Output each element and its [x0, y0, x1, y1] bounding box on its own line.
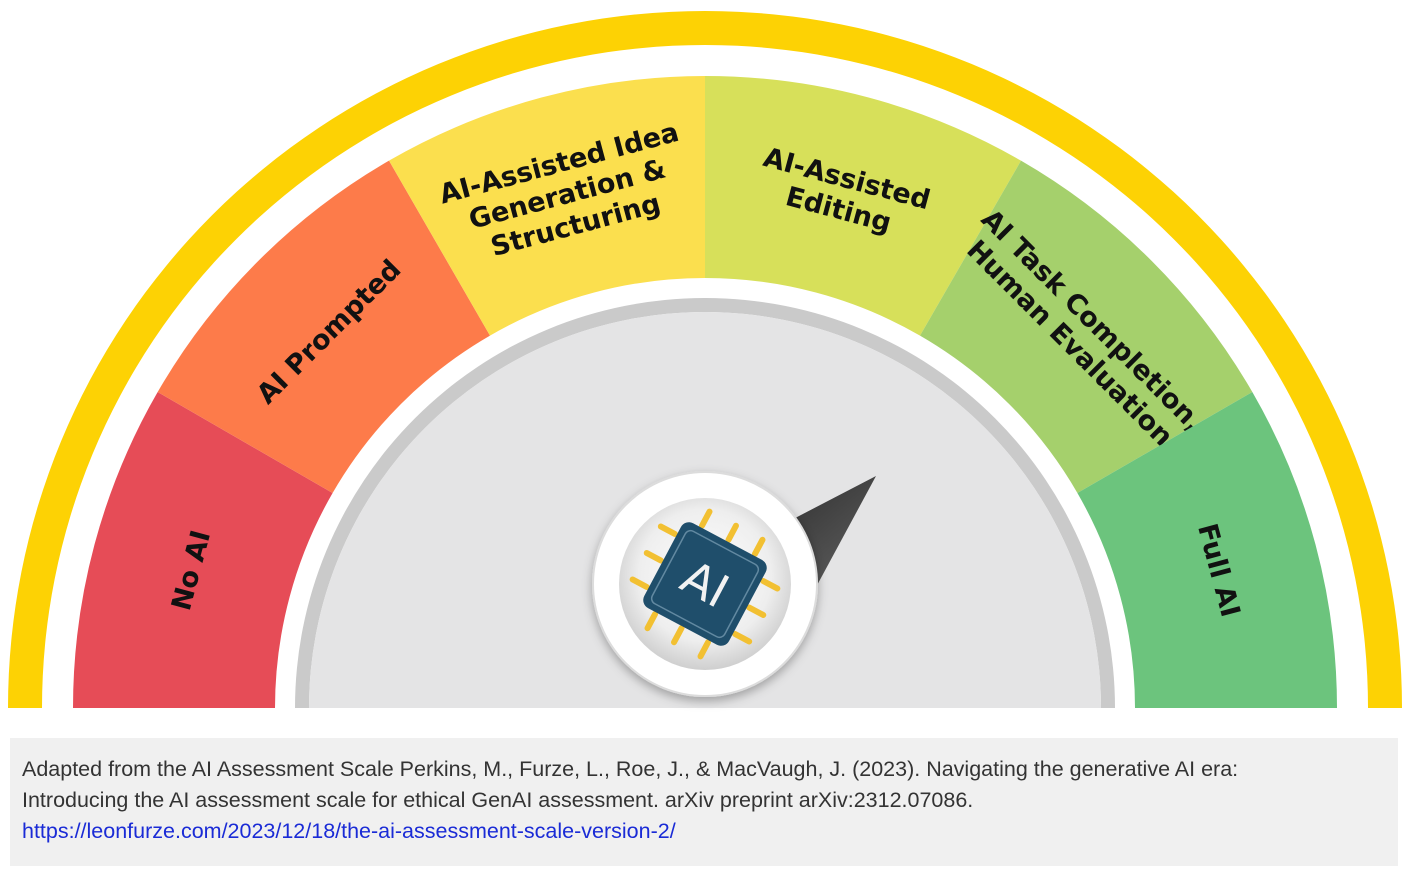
chip-body	[643, 522, 767, 646]
chip-pin	[698, 508, 713, 529]
chip-pin	[732, 630, 753, 645]
caption-link[interactable]: https://leonfurze.com/2023/12/18/the-ai-…	[22, 819, 676, 843]
segment-1	[73, 392, 333, 708]
chip-pin	[725, 522, 739, 543]
chip-inner-border	[650, 529, 760, 639]
ai-chip-icon: AI	[629, 508, 781, 660]
segment-4	[705, 76, 1021, 336]
chip-pin	[643, 550, 664, 564]
segment-6	[1077, 392, 1337, 708]
chip-pin	[657, 523, 678, 538]
chip-pin	[697, 639, 712, 660]
citation-caption: Adapted from the AI Assessment Scale Per…	[10, 738, 1398, 866]
chip-pins	[629, 508, 781, 660]
chip-pin	[746, 604, 767, 618]
chip-pin	[629, 576, 650, 591]
caption-line-2: Introducing the AI assessment scale for …	[22, 788, 974, 812]
segment-3	[389, 76, 705, 336]
chip-pin	[644, 611, 659, 632]
caption-line-1: Adapted from the AI Assessment Scale Per…	[22, 757, 1239, 781]
chip-pin	[671, 625, 685, 646]
segment-2	[157, 160, 491, 494]
chip-pin	[760, 577, 781, 592]
segment-5	[920, 160, 1253, 494]
chip-pin	[751, 536, 766, 557]
